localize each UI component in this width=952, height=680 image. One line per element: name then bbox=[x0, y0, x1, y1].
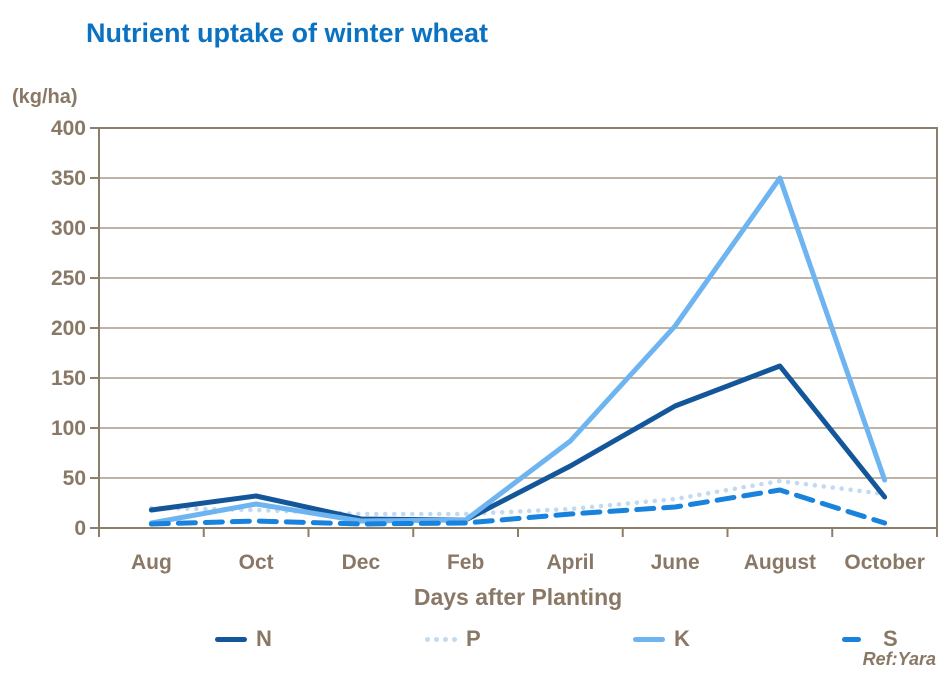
legend-label-K: K bbox=[674, 626, 690, 651]
x-tick-label-April: April bbox=[546, 551, 594, 574]
x-axis-title: Days after Planting bbox=[413, 584, 623, 610]
x-tick-label-August: August bbox=[744, 551, 816, 574]
legend-item-N: N bbox=[215, 625, 272, 653]
x-tick-label-June: June bbox=[651, 551, 700, 574]
y-tick-label-200: 200 bbox=[51, 317, 86, 340]
legend-item-P: P bbox=[425, 625, 481, 653]
legend-solid-line-icon bbox=[215, 636, 247, 642]
series-line-S bbox=[148, 487, 888, 527]
y-tick-label-250: 250 bbox=[51, 267, 86, 290]
legend-item-S: S bbox=[842, 625, 898, 653]
legend-item-K: K bbox=[633, 625, 690, 653]
reference-label: Ref:Yara bbox=[862, 649, 936, 669]
y-tick-label-400: 400 bbox=[51, 117, 86, 140]
series-line-N bbox=[148, 363, 888, 523]
legend-dotted-line-icon bbox=[425, 636, 457, 642]
y-tick-label-0: 0 bbox=[74, 517, 86, 540]
legend-label-N: N bbox=[256, 626, 272, 651]
x-tick-label-Feb: Feb bbox=[447, 551, 484, 574]
x-tick-label-Aug: Aug bbox=[131, 551, 172, 574]
y-tick-label-300: 300 bbox=[51, 217, 86, 240]
y-tick-label-350: 350 bbox=[51, 167, 86, 190]
x-tick-label-Oct: Oct bbox=[239, 551, 274, 574]
y-tick-label-150: 150 bbox=[51, 367, 86, 390]
line-chart-plot: 0 50 100 150 200 250 300 350 400 Aug Oct Dec Feb Apri… bbox=[51, 117, 938, 574]
legend-dashed-line-icon bbox=[842, 636, 874, 642]
legend-solid-line-icon bbox=[633, 636, 665, 642]
series-line-K bbox=[148, 175, 888, 526]
series-line-P bbox=[149, 478, 887, 517]
x-tick-label-Dec: Dec bbox=[342, 551, 381, 574]
legend-label-S: S bbox=[883, 626, 898, 651]
y-axis-unit-label: (kg/ha) bbox=[12, 86, 78, 108]
y-tick-label-100: 100 bbox=[51, 417, 86, 440]
x-tick-label-October: October bbox=[844, 551, 925, 574]
legend-label-P: P bbox=[466, 626, 481, 651]
chart-title: Nutrient uptake of winter wheat bbox=[86, 18, 489, 48]
y-tick-label-50: 50 bbox=[63, 467, 86, 490]
